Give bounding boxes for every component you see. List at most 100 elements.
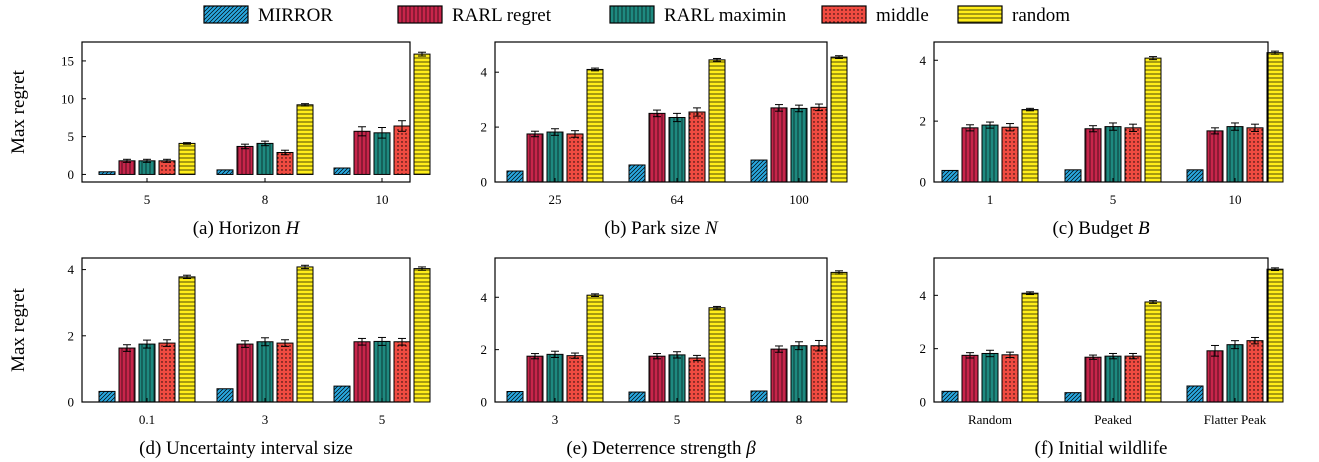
- x-tick-label: 3: [552, 412, 559, 427]
- x-tick-label: 10: [1229, 192, 1242, 207]
- bar: [393, 125, 411, 175]
- bar: [790, 345, 808, 403]
- bar: [353, 341, 371, 403]
- bar: [750, 159, 768, 183]
- bar: [1226, 126, 1244, 183]
- bar: [546, 131, 564, 183]
- bar: [1226, 344, 1244, 403]
- legend-item: middle: [821, 5, 929, 26]
- x-tick-label: 5: [144, 192, 151, 207]
- bar: [1144, 57, 1162, 183]
- bar: [628, 391, 646, 403]
- y-tick-label: 0: [68, 395, 75, 410]
- bar: [118, 160, 136, 175]
- bar: [668, 354, 686, 403]
- chart-panel: 0 2 4 3 5 8 (e) Deterrence strength β: [481, 257, 848, 459]
- legend-label: MIRROR: [258, 5, 333, 26]
- bar: [1084, 128, 1102, 183]
- bar: [668, 116, 686, 183]
- bar: [941, 390, 959, 403]
- plot-frame: [494, 257, 828, 403]
- bar: [276, 342, 294, 403]
- bar: [158, 160, 176, 175]
- x-tick-label: 5: [1110, 192, 1117, 207]
- plot-frame: [81, 41, 411, 183]
- chart-panel: 0 2 4 1 5 10 (c) Budget B: [920, 41, 1284, 239]
- bar: [526, 355, 544, 403]
- bar: [770, 107, 788, 183]
- x-tick-label: 0.1: [139, 412, 155, 427]
- y-tick-label: 0: [481, 175, 488, 190]
- y-tick-label: 15: [61, 53, 74, 68]
- bar: [333, 385, 351, 403]
- y-tick-label: 4: [481, 65, 488, 80]
- caption-prefix: (a) Horizon: [193, 218, 286, 239]
- bar: [216, 169, 234, 175]
- legend-item: MIRROR: [203, 5, 333, 26]
- plot-frame: [81, 257, 411, 403]
- x-tick-label: 1: [987, 192, 994, 207]
- bar: [256, 341, 274, 403]
- y-tick-label: 2: [68, 328, 75, 343]
- caption-prefix: (c) Budget: [1052, 218, 1137, 239]
- bar: [373, 340, 391, 403]
- bar: [98, 390, 116, 403]
- subfigure-caption: (a) Horizon H: [193, 218, 301, 239]
- legend-swatch: [957, 5, 1003, 24]
- x-tick-label: 25: [549, 192, 562, 207]
- bar: [648, 112, 666, 183]
- y-tick-label: 0: [481, 395, 488, 410]
- y-tick-label: 2: [481, 342, 488, 357]
- bar: [178, 276, 196, 403]
- y-tick-label: 2: [481, 120, 488, 135]
- bar: [1246, 340, 1264, 403]
- bar: [688, 357, 706, 403]
- legend-item: RARL maximin: [609, 5, 787, 26]
- y-tick-label: 5: [68, 129, 75, 144]
- legend-item: random: [957, 5, 1070, 26]
- legend-swatch: [397, 5, 443, 24]
- bar: [1104, 355, 1122, 403]
- y-tick-label: 2: [920, 114, 927, 129]
- y-axis-label: Max regret: [8, 69, 29, 154]
- bar: [1144, 301, 1162, 403]
- bar: [628, 164, 646, 183]
- bar: [373, 132, 391, 175]
- subfigure-caption: (c) Budget B: [1052, 218, 1149, 239]
- subfigure-caption: (e) Deterrence strength β: [566, 438, 756, 459]
- subfigure-caption: (f) Initial wildlife: [1035, 438, 1168, 459]
- legend-label: RARL regret: [452, 5, 552, 26]
- bar: [236, 145, 254, 175]
- bar: [333, 167, 351, 175]
- bar: [1001, 354, 1019, 403]
- x-tick-label: Peaked: [1094, 412, 1132, 427]
- bar: [98, 171, 116, 175]
- plot-frame: [933, 257, 1269, 403]
- bar: [708, 59, 726, 183]
- bar: [393, 341, 411, 403]
- caption-variable: H: [285, 218, 301, 239]
- bar: [1021, 292, 1039, 403]
- legend-swatch: [609, 5, 655, 24]
- x-tick-label: 5: [674, 412, 681, 427]
- bar: [688, 111, 706, 183]
- bar: [276, 151, 294, 175]
- bar: [981, 352, 999, 403]
- bar: [1246, 127, 1264, 183]
- bar: [506, 170, 524, 183]
- x-tick-label: 5: [379, 412, 386, 427]
- bar: [708, 307, 726, 403]
- bar: [158, 342, 176, 403]
- bar: [586, 68, 604, 183]
- caption-variable: β: [745, 438, 756, 459]
- bar: [941, 169, 959, 183]
- y-tick-label: 0: [920, 175, 927, 190]
- bar: [1104, 126, 1122, 183]
- y-tick-label: 4: [481, 290, 488, 305]
- chart-panel: 0 2 4 0.1 3 5 (d) Uncertainty interval size Max…: [8, 257, 431, 459]
- bar: [1084, 356, 1102, 403]
- bar: [216, 388, 234, 403]
- x-tick-label: 3: [262, 412, 269, 427]
